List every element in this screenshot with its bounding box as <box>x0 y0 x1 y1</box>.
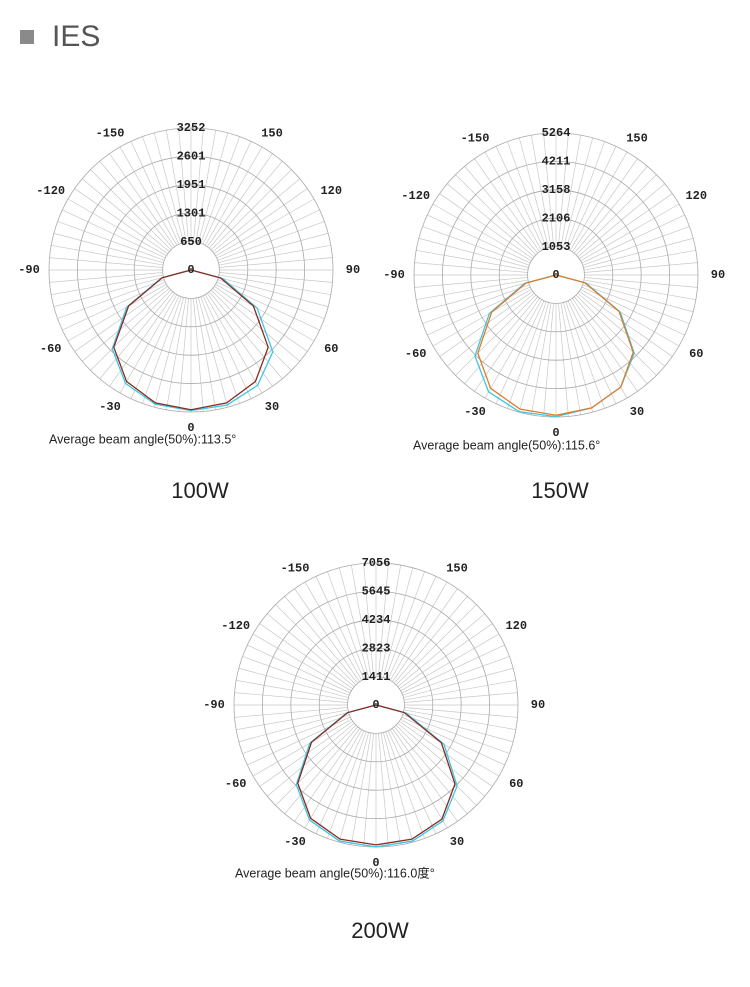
radial-tick-label: 650 <box>180 235 202 249</box>
polar-chart: 0 1053 2106 3158 4211 5264 -150 -120 -90 -60 -30 0 3… <box>383 126 725 503</box>
grid-ring <box>318 647 434 763</box>
angle-tick-label: 120 <box>505 619 527 633</box>
beam-angle-caption: Average beam angle(50%):113.5° <box>49 432 236 446</box>
grid-ring <box>133 212 249 328</box>
chart-label: 100W <box>171 478 229 503</box>
grid-ring <box>48 127 334 413</box>
radial-tick-label: 2823 <box>362 641 391 655</box>
angle-tick-label: -30 <box>284 835 306 849</box>
radial-tick-label: 1053 <box>542 240 571 254</box>
grid-ring <box>442 161 670 389</box>
radial-tick-label: 1301 <box>177 206 206 220</box>
grid-ring <box>527 246 585 304</box>
intensity-curve <box>295 704 458 848</box>
radial-tick-label: 4234 <box>362 613 391 627</box>
angle-tick-label: -30 <box>99 400 121 414</box>
radial-tick-label: 0 <box>187 263 194 277</box>
angle-tick-label: -90 <box>18 263 40 277</box>
radial-tick-label: 3252 <box>177 121 206 135</box>
angle-tick-label: 150 <box>446 561 468 575</box>
angle-tick-label: -90 <box>383 268 405 282</box>
angle-tick-label: 0 <box>372 856 379 870</box>
header-title: IES <box>52 20 100 53</box>
intensity-curve <box>474 274 635 418</box>
radial-tick-label: 0 <box>552 268 559 282</box>
grid-ring <box>162 241 220 299</box>
angle-tick-label: 30 <box>450 835 464 849</box>
beam-angle-caption: Average beam angle(50%):115.6° <box>413 438 600 452</box>
radial-tick-label: 2106 <box>542 211 571 225</box>
intensity-curve <box>111 269 274 412</box>
grid-ring <box>105 184 277 356</box>
grid-ring <box>347 676 405 734</box>
angle-tick-label: -120 <box>36 184 65 198</box>
angle-tick-label: 60 <box>689 347 703 361</box>
angle-tick-label: -150 <box>281 561 310 575</box>
angle-tick-label: 120 <box>685 189 707 203</box>
angle-tick-label: 0 <box>187 421 194 435</box>
angle-tick-label: 120 <box>320 184 342 198</box>
grid-ring <box>261 590 491 820</box>
angle-tick-label: 90 <box>531 698 545 712</box>
polar-chart: 0 1411 2823 4234 5645 7056 -150 -120 -90 -60 -30 0 3… <box>203 556 545 943</box>
angle-tick-label: 0 <box>552 426 559 440</box>
radial-tick-label: 7056 <box>362 556 391 570</box>
grid-ring <box>77 156 305 384</box>
beam-angle-caption: Average beam angle(50%):116.0度° <box>235 865 435 880</box>
angle-tick-label: -150 <box>96 126 125 140</box>
angle-tick-label: 30 <box>265 400 279 414</box>
angle-tick-label: 150 <box>626 131 648 145</box>
angle-tick-label: -60 <box>40 342 62 356</box>
radial-tick-label: 3158 <box>542 183 571 197</box>
header-icon <box>20 30 34 44</box>
chart-label: 200W <box>351 918 409 943</box>
angle-tick-label: -60 <box>225 777 247 791</box>
angle-tick-label: -60 <box>405 347 427 361</box>
angle-tick-label: 30 <box>630 405 644 419</box>
angle-tick-label: -150 <box>461 131 490 145</box>
radial-tick-label: 1951 <box>177 178 206 192</box>
intensity-curve <box>297 704 456 846</box>
intensity-curve <box>477 274 634 416</box>
grid-ring <box>470 189 642 361</box>
angle-tick-label: -120 <box>221 619 250 633</box>
angle-tick-label: -90 <box>203 698 225 712</box>
radial-tick-label: 4211 <box>542 155 571 169</box>
angle-tick-label: -120 <box>401 189 430 203</box>
radial-tick-label: 1411 <box>362 670 391 684</box>
radial-tick-label: 0 <box>372 698 379 712</box>
angle-tick-label: 60 <box>509 777 523 791</box>
polar-chart: 0 650 1301 1951 2601 3252 -150 -120 -90 -60 -30 0 30… <box>18 121 360 503</box>
angle-tick-label: 90 <box>711 268 725 282</box>
angle-tick-label: -30 <box>464 405 486 419</box>
grid-ring <box>290 619 462 791</box>
chart-label: 150W <box>531 478 589 503</box>
radial-tick-label: 2601 <box>177 150 206 164</box>
angle-tick-label: 90 <box>346 263 360 277</box>
angle-tick-label: 60 <box>324 342 338 356</box>
radial-tick-label: 5264 <box>542 126 571 140</box>
radial-tick-label: 5645 <box>362 585 391 599</box>
angle-tick-label: 150 <box>261 126 283 140</box>
grid-ring <box>498 217 614 333</box>
intensity-curve <box>113 269 269 411</box>
